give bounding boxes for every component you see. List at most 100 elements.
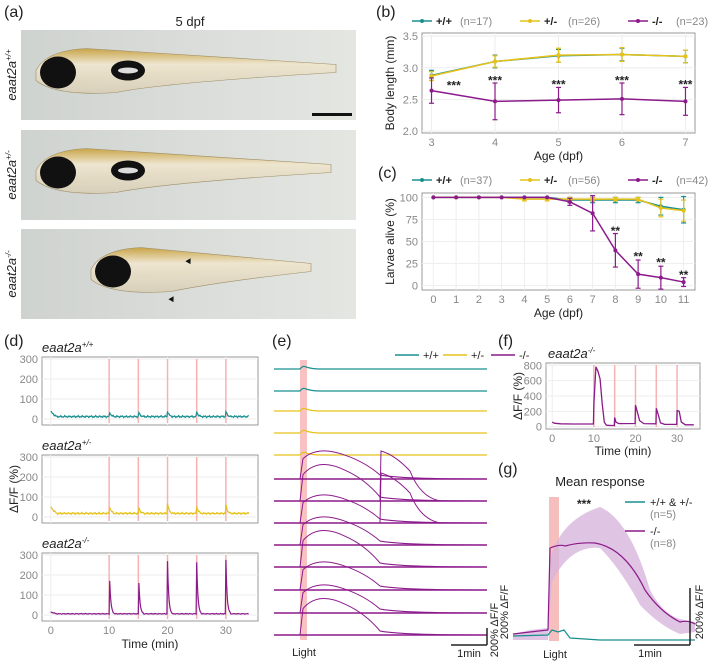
larva-body bbox=[35, 48, 337, 94]
panel-label-a: (a) bbox=[4, 4, 24, 21]
x-tick-label: 5 bbox=[544, 294, 550, 306]
legend-label: +/- bbox=[544, 175, 557, 187]
scale-y-label: 200% ΔF/F bbox=[694, 585, 706, 640]
data-point bbox=[590, 211, 595, 216]
legend-label: -/- bbox=[650, 526, 661, 538]
larva-eye bbox=[95, 255, 131, 288]
data-point bbox=[619, 96, 624, 101]
genotype-label: eaat2a+/- bbox=[42, 438, 92, 453]
x-tick-label: 20 bbox=[629, 433, 641, 445]
y-tick-label: 0 bbox=[536, 422, 542, 434]
chart-title: Mean response bbox=[555, 474, 645, 489]
significance-marker: ** bbox=[679, 268, 689, 282]
genotype-name: eaat2a bbox=[548, 346, 588, 361]
genotype-superscript: +/- bbox=[4, 150, 13, 160]
genotype-label: eaat2a+/+ bbox=[42, 340, 94, 355]
x-tick-label: 0 bbox=[430, 294, 436, 306]
swim-bladder-highlight bbox=[118, 167, 138, 174]
data-point bbox=[522, 195, 527, 200]
plot-area bbox=[41, 356, 259, 426]
genotype-name: eaat2a bbox=[4, 258, 19, 298]
significance-marker: ** bbox=[633, 249, 643, 263]
data-point bbox=[499, 195, 504, 200]
y-tick-label: 300 bbox=[20, 354, 38, 366]
scale-y-label: 200% ΔF/F bbox=[489, 603, 501, 658]
x-tick-label: 6 bbox=[567, 294, 573, 306]
y-tick-label: 800 bbox=[524, 360, 542, 372]
panel-d-calcium-traces: 0100200300eaat2a+/+0100200300eaat2a+/-01… bbox=[7, 340, 259, 651]
larva-eye bbox=[40, 156, 76, 189]
y-axis-label: Larvae alive (%) bbox=[383, 198, 397, 285]
x-tick-label: 5 bbox=[555, 137, 561, 149]
y-tick-label: 2.5 bbox=[403, 94, 418, 106]
x-tick-label: 30 bbox=[220, 625, 232, 637]
trace-response bbox=[299, 530, 488, 568]
calcium-trace bbox=[50, 409, 250, 419]
scale-x-label: 1min bbox=[457, 648, 481, 660]
genotype-name: eaat2a bbox=[4, 160, 19, 200]
x-tick-label: 8 bbox=[612, 294, 618, 306]
panel-e-individual-traces: +/+ +/- -/- Light 1min 200% ΔF/F bbox=[274, 350, 530, 660]
x-axis-label: Time (min) bbox=[595, 444, 652, 458]
stimulus-label: Light bbox=[292, 647, 316, 659]
legend-marker bbox=[636, 178, 640, 182]
legend-count: (n=42) bbox=[676, 175, 708, 187]
legend-label: -/- bbox=[519, 350, 530, 362]
calcium-trace bbox=[551, 366, 694, 427]
genotype-label: eaat2a+/- bbox=[4, 150, 19, 200]
legend-marker bbox=[528, 19, 532, 23]
calcium-trace bbox=[50, 503, 250, 516]
genotype-superscript: -/- bbox=[588, 346, 596, 355]
y-tick-label: 300 bbox=[20, 452, 38, 464]
y-tick-label: 25 bbox=[406, 259, 418, 271]
data-point bbox=[429, 74, 434, 79]
y-tick-label: 0 bbox=[32, 414, 38, 426]
x-tick-label: 0 bbox=[48, 625, 54, 637]
genotype-label: eaat2a-/- bbox=[42, 536, 90, 551]
trace bbox=[274, 387, 487, 392]
legend-label: +/+ bbox=[423, 350, 439, 362]
trace bbox=[274, 365, 487, 370]
larva-eye bbox=[40, 56, 76, 89]
legend-marker bbox=[420, 178, 424, 182]
y-tick-label: 3.0 bbox=[403, 63, 418, 75]
panel-label-g: (g) bbox=[498, 461, 518, 478]
plot-area bbox=[41, 552, 259, 622]
significance-marker: ** bbox=[656, 256, 666, 270]
x-tick-label: 2 bbox=[476, 294, 482, 306]
data-point bbox=[658, 275, 663, 280]
data-point bbox=[683, 99, 688, 104]
arrowhead-icon bbox=[168, 296, 174, 303]
larva-image bbox=[90, 247, 312, 303]
legend-count: (n=23) bbox=[676, 16, 708, 28]
stimulus-label: Light bbox=[543, 649, 567, 661]
scale-y-label-left: 200% ΔF/F bbox=[499, 585, 511, 640]
scale-bar bbox=[312, 113, 352, 116]
y-tick-label: 200 bbox=[20, 570, 38, 582]
genotype-superscript: +/+ bbox=[82, 340, 94, 349]
legend-count: (n=5) bbox=[650, 509, 676, 521]
genotype-name: eaat2a bbox=[4, 61, 19, 101]
legend-marker bbox=[636, 19, 640, 23]
genotype-label: eaat2a+/+ bbox=[4, 49, 19, 101]
x-tick-label: 10 bbox=[655, 294, 667, 306]
data-point bbox=[476, 195, 481, 200]
x-tick-label: 20 bbox=[161, 625, 173, 637]
significance-marker: *** bbox=[678, 77, 692, 91]
y-tick-label: 50 bbox=[406, 237, 418, 249]
genotype-name: eaat2a bbox=[42, 536, 82, 551]
data-point bbox=[636, 197, 641, 202]
data-point bbox=[613, 197, 618, 202]
larva-body bbox=[90, 247, 312, 293]
data-point bbox=[683, 54, 688, 59]
data-point bbox=[431, 195, 436, 200]
significance-marker: ** bbox=[611, 224, 621, 238]
y-tick-label: 100 bbox=[400, 192, 418, 204]
y-tick-label: 0 bbox=[412, 281, 418, 293]
swim-bladder-highlight bbox=[118, 67, 138, 74]
x-axis-label: Age (dpf) bbox=[534, 306, 583, 320]
trace-response bbox=[299, 494, 488, 524]
x-tick-label: 1 bbox=[453, 294, 459, 306]
x-tick-label: 3 bbox=[499, 294, 505, 306]
